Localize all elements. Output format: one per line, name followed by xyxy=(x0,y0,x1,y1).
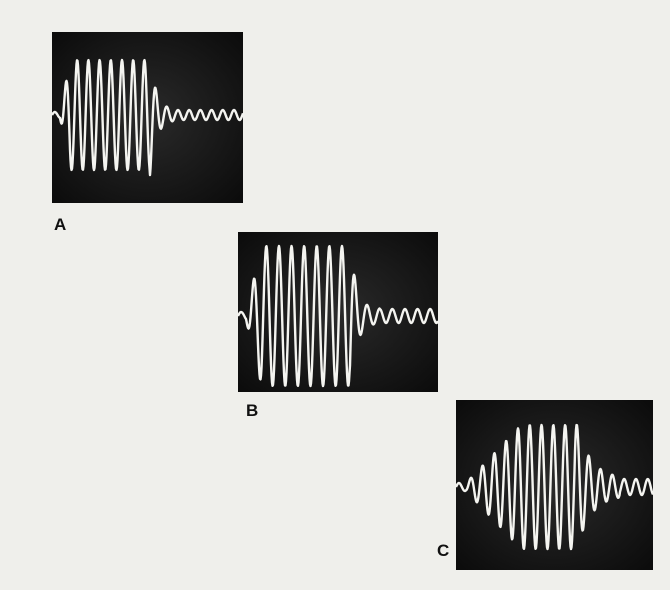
panel-label: B xyxy=(246,401,258,420)
panel-label: C xyxy=(437,541,449,560)
waveform-b xyxy=(236,244,440,388)
waveform-c xyxy=(454,423,655,551)
waveform-a xyxy=(50,58,245,177)
panel-label: A xyxy=(54,215,66,234)
